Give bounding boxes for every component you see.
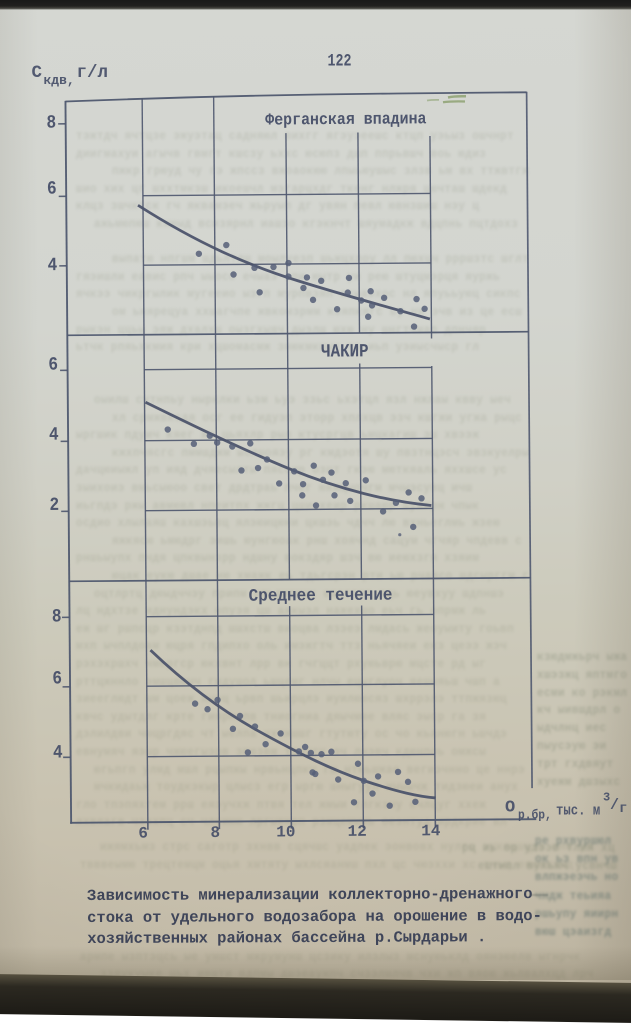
- svg-text:/: /: [610, 797, 619, 814]
- svg-text:8: 8: [210, 824, 220, 842]
- svg-text:4: 4: [49, 425, 59, 446]
- svg-text:6: 6: [52, 668, 62, 689]
- svg-text:6: 6: [48, 355, 58, 376]
- svg-text:8: 8: [46, 113, 56, 134]
- svg-text:ЧАКИР: ЧАКИР: [321, 342, 369, 363]
- svg-text:тыс. м: тыс. м: [556, 804, 600, 820]
- svg-text:14: 14: [421, 822, 441, 840]
- svg-text:4: 4: [53, 742, 63, 763]
- svg-text:р.бр,: р.бр,: [518, 807, 552, 823]
- svg-text:4: 4: [48, 255, 58, 276]
- svg-text:10: 10: [276, 823, 295, 841]
- svg-text:г/л: г/л: [77, 63, 109, 83]
- svg-text:2: 2: [49, 495, 59, 516]
- svg-text:12: 12: [348, 823, 367, 841]
- svg-text:6: 6: [138, 824, 148, 842]
- svg-text:6: 6: [47, 179, 57, 200]
- svg-text:Среднее течение: Среднее течение: [249, 586, 393, 607]
- svg-text:О: О: [505, 799, 515, 818]
- svg-text:г: г: [619, 801, 627, 817]
- svg-text:122: 122: [328, 51, 352, 71]
- svg-text:8: 8: [52, 606, 62, 627]
- svg-text:кдв,: кдв,: [44, 73, 75, 88]
- svg-text:С: С: [32, 63, 43, 83]
- svg-text:Ферганская впадина: Ферганская впадина: [265, 110, 427, 130]
